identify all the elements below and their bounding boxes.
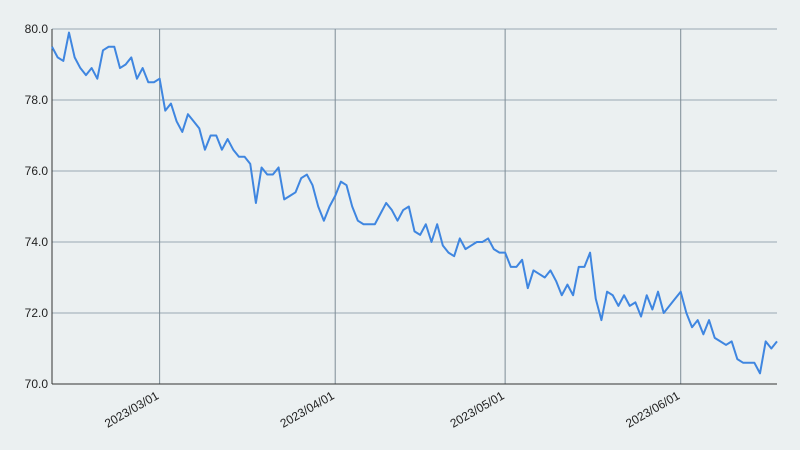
y-tick-label: 76.0: [25, 164, 49, 178]
line: [51, 31, 778, 375]
y-tick-label: 80.0: [25, 22, 49, 36]
y-tick-label: 72.0: [25, 306, 49, 320]
y-tick-label: 78.0: [25, 93, 49, 107]
y-tick-label: 74.0: [25, 235, 49, 249]
y-tick-label: 70.0: [25, 377, 49, 391]
